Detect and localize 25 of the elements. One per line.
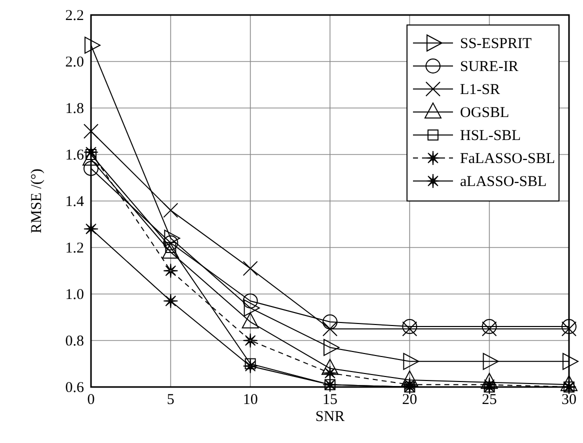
legend-label: SS-ESPRIT	[460, 36, 532, 52]
legend-label: FaLASSO-SBL	[460, 151, 556, 167]
x-tick-label: 10	[242, 392, 258, 408]
legend-label: HSL-SBL	[460, 128, 521, 144]
y-tick-label: 1.4	[65, 194, 84, 210]
x-tick-label: 0	[87, 392, 95, 408]
legend-label: SURE-IR	[460, 59, 518, 75]
y-tick-label: 1.6	[65, 148, 84, 164]
y-tick-label: 2.2	[65, 8, 84, 24]
legend-label: L1-SR	[460, 82, 500, 98]
y-tick-label: 2.0	[65, 54, 84, 70]
legend-label: OGSBL	[460, 105, 510, 121]
x-axis-title: SNR	[315, 409, 345, 425]
x-tick-label: 25	[482, 392, 497, 408]
y-tick-label: 1.0	[65, 287, 84, 303]
x-tick-label: 20	[402, 392, 418, 408]
x-tick-label: 30	[562, 392, 576, 408]
y-tick-label: 0.8	[65, 334, 84, 350]
y-tick-label: 0.6	[65, 380, 84, 396]
legend-label: aLASSO-SBL	[460, 174, 547, 190]
y-axis-title: RMSE /(°)	[29, 168, 45, 234]
x-tick-label: 15	[322, 392, 338, 408]
y-tick-label: 1.8	[65, 101, 84, 117]
x-tick-label: 5	[166, 392, 174, 408]
y-tick-label: 1.2	[65, 240, 84, 256]
